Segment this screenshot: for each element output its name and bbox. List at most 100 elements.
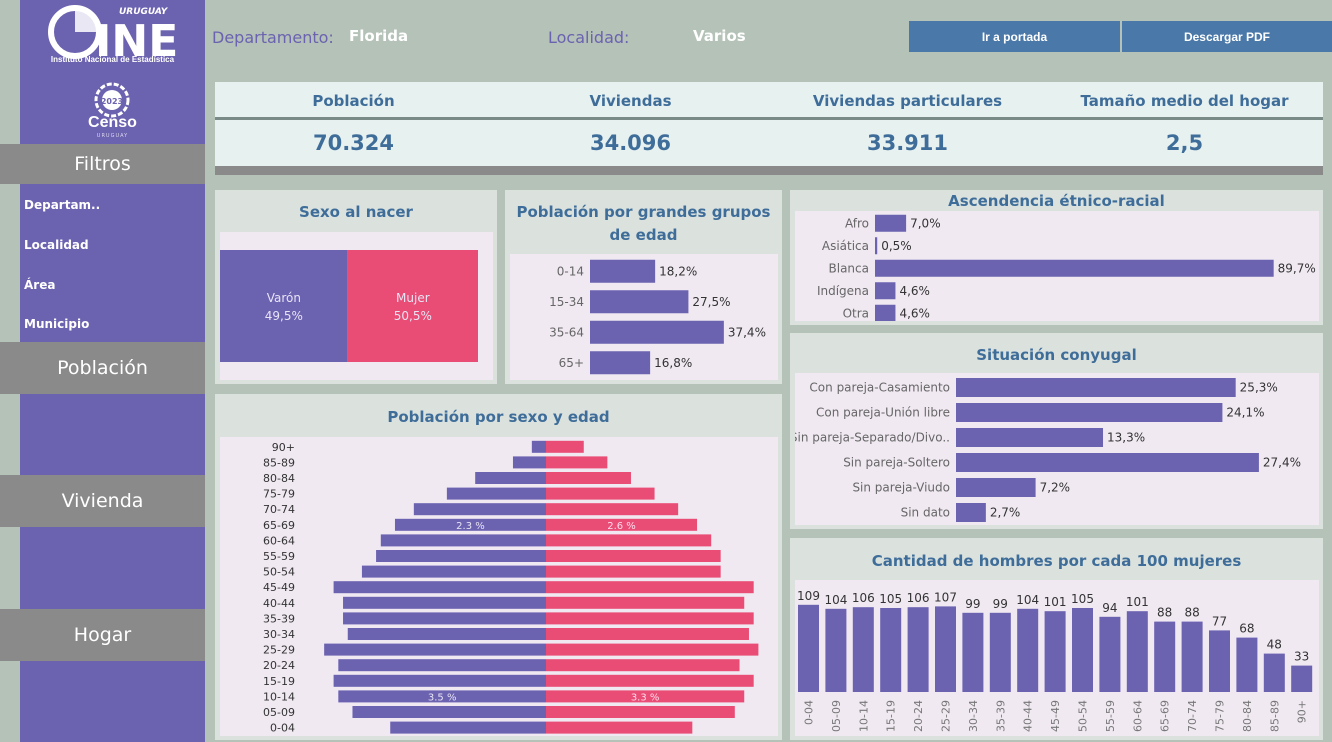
ascendencia-bar[interactable] [875,282,896,300]
departamento-value[interactable]: Florida [349,27,409,45]
razon-bar[interactable] [798,604,819,692]
piramide-bar-varon[interactable] [333,581,546,594]
razon-bar[interactable] [880,608,902,692]
piramide-bar-mujer[interactable] [546,565,721,578]
descargar-pdf-button[interactable]: Descargar PDF [1122,21,1332,52]
razon-bar[interactable] [1017,608,1039,692]
filter-localidad[interactable]: Localidad [24,238,89,252]
piramide-bar-varon[interactable] [390,721,546,734]
piramide-bar-varon[interactable] [394,518,546,531]
piramide-bar-varon[interactable] [475,472,546,484]
piramide-bar-mujer[interactable] [546,534,712,547]
piramide-bar-mujer[interactable] [546,674,754,687]
filter-municipio[interactable]: Municipio [24,317,90,331]
piramide-bar-varon[interactable] [352,706,546,718]
conyugal-bar[interactable] [956,503,986,522]
conyugal-bar[interactable] [956,378,1236,397]
ir-a-portada-button[interactable]: Ir a portada [909,21,1120,52]
razon-bar[interactable] [852,607,874,692]
nav-hogar[interactable]: Hogar [0,609,205,661]
piramide-bar-varon[interactable] [376,550,546,562]
piramide-bar-varon[interactable] [347,628,546,640]
razon-bar[interactable] [825,608,847,692]
razon-bar[interactable] [1072,608,1093,692]
filter-departamento[interactable]: Departam.. [24,198,101,212]
ine-top-text: URUGUAY [119,7,169,17]
panel-conyugal-inner: Con pareja-Casamiento 25,3% Con pareja-Uni… [790,373,1319,525]
panel-conyugal-title: Situación conyugal [976,346,1137,364]
razon-bar[interactable] [1126,611,1148,692]
razon-value-label: 33 [1294,650,1309,664]
razon-bar[interactable] [1044,611,1066,692]
conyugal-value-label: 27,4% [1263,456,1301,470]
piramide-bar-varon[interactable] [380,534,546,547]
razon-bar[interactable] [935,606,956,692]
sexo-bar-varón[interactable] [220,250,348,362]
razon-bar[interactable] [989,612,1011,692]
piramide-bar-varon[interactable] [512,456,546,469]
sexo-value-label: 50,5% [394,309,432,323]
razon-value-label: 109 [797,589,820,603]
filtros-header[interactable]: Filtros [0,144,205,184]
piramide-bar-mujer[interactable] [546,612,754,625]
razon-bar[interactable] [1291,665,1313,692]
piramide-bar-mujer[interactable] [546,518,698,531]
conyugal-bar[interactable] [956,428,1104,447]
piramide-bar-varon[interactable] [343,612,546,625]
piramide-bar-mujer[interactable] [546,456,608,469]
razon-bar[interactable] [962,612,984,692]
razon-bar[interactable] [1263,653,1285,692]
piramide-bar-varon[interactable] [446,487,546,500]
grupos-category-label: 65+ [559,356,584,370]
razon-bar[interactable] [907,607,929,692]
razon-age-label: 80-84 [1241,700,1254,732]
nav-poblacion[interactable]: Población [0,342,205,394]
piramide-bar-mujer[interactable] [546,659,740,672]
piramide-bar-varon[interactable] [338,659,546,672]
ascendencia-bar[interactable] [875,237,878,255]
ascendencia-bar[interactable] [875,259,1274,277]
piramide-bar-varon[interactable] [413,503,546,516]
piramide-bar-mujer[interactable] [546,690,745,703]
localidad-value[interactable]: Varios [693,27,746,45]
razon-bar[interactable] [1181,621,1203,692]
piramide-bar-mujer[interactable] [546,487,655,500]
piramide-bar-varon[interactable] [338,690,546,703]
ascendencia-bar[interactable] [875,304,896,322]
piramide-bar-mujer[interactable] [546,503,679,516]
piramide-bar-varon[interactable] [343,596,546,609]
piramide-bar-mujer[interactable] [546,472,631,484]
grupos-bar[interactable] [590,351,651,375]
piramide-age-label: 85-89 [263,456,295,469]
sexo-bar-mujer[interactable] [347,250,478,362]
razon-bar[interactable] [1209,630,1230,692]
panel-piramide-inner: 90+ 85-89 80-84 75-79 70-74 65-69 2.3 % 2.6 % 60… [220,437,778,736]
filter-area[interactable]: Área [24,278,56,292]
razon-bar[interactable] [1099,616,1121,692]
grupos-bar[interactable] [590,259,656,283]
razon-bar[interactable] [1154,621,1176,692]
piramide-bar-mujer[interactable] [546,440,584,453]
piramide-bar-mujer[interactable] [546,706,735,718]
razon-bar[interactable] [1236,637,1258,692]
ascendencia-bar[interactable] [875,214,907,232]
piramide-bar-mujer[interactable] [546,596,745,609]
ine-logo[interactable]: URUGUAY INE [45,4,180,68]
grupos-bar[interactable] [590,290,689,314]
piramide-bar-mujer[interactable] [546,721,693,734]
ascendencia-value-label: 89,7% [1278,261,1316,275]
piramide-bar-mujer[interactable] [546,628,749,640]
conyugal-bar[interactable] [956,478,1036,497]
nav-vivienda[interactable]: Vivienda [0,475,205,527]
grupos-bar[interactable] [590,320,724,344]
piramide-bar-mujer[interactable] [546,581,754,594]
piramide-bar-varon[interactable] [531,440,546,453]
piramide-bar-mujer[interactable] [546,550,721,562]
piramide-bar-varon[interactable] [361,565,546,578]
conyugal-bar[interactable] [956,403,1223,422]
piramide-bar-varon[interactable] [333,674,546,687]
piramide-bar-mujer[interactable] [546,643,759,656]
conyugal-value-label: 24,1% [1226,406,1264,420]
piramide-bar-varon[interactable] [324,643,546,656]
conyugal-bar[interactable] [956,453,1259,472]
